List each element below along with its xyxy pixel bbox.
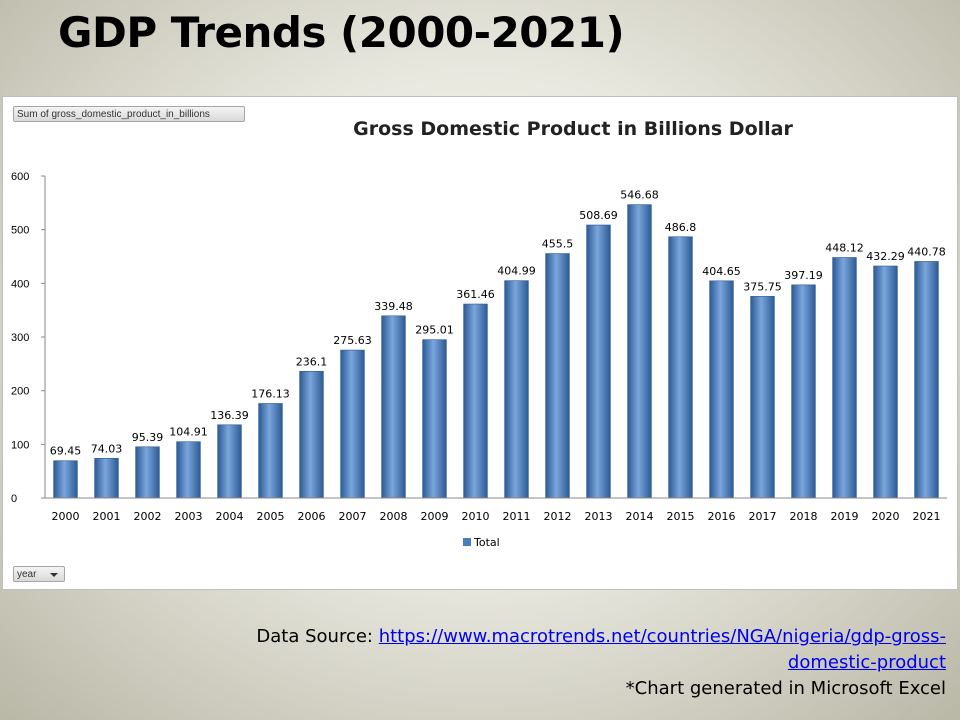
x-tick-label: 2008: [380, 510, 408, 523]
y-tick-label: 300: [11, 332, 29, 344]
bar: [135, 446, 160, 499]
x-tick-label: 2004: [216, 510, 244, 523]
data-label: 440.78: [907, 245, 946, 258]
data-label: 236.1: [296, 355, 328, 368]
y-tick-label: 500: [11, 225, 29, 237]
chart-title: Gross Domestic Product in Billions Dolla…: [353, 118, 793, 140]
x-tick-label: 2010: [462, 510, 490, 523]
x-tick-label: 2014: [626, 510, 654, 523]
x-tick-label: 2003: [175, 510, 203, 523]
bar: [340, 349, 365, 499]
legend: Total: [463, 536, 500, 549]
data-label: 275.63: [333, 334, 372, 347]
x-tick-label: 2019: [831, 510, 859, 523]
y-tick-label: 600: [11, 171, 29, 183]
x-tick-label: 2001: [93, 510, 121, 523]
data-label: 455.5: [542, 238, 574, 251]
x-tick-label: 2013: [585, 510, 613, 523]
bar: [586, 224, 611, 499]
source-line-1: Data Source: https://www.macrotrends.net…: [146, 624, 946, 650]
legend-label: Total: [473, 536, 500, 549]
bar: [914, 261, 939, 499]
slide-title: GDP Trends (2000-2021): [58, 8, 625, 57]
data-label: 404.99: [497, 265, 536, 278]
bar: [791, 284, 816, 499]
data-label: 74.03: [91, 442, 123, 455]
data-label: 104.91: [169, 426, 208, 439]
x-tick-label: 2020: [872, 510, 900, 523]
data-label: 339.48: [374, 300, 413, 313]
bar: [832, 257, 857, 499]
bar: [422, 339, 447, 499]
bar: [545, 253, 570, 499]
pivot-field-button[interactable]: Sum of gross_domestic_product_in_billion…: [13, 106, 245, 122]
x-tick-label: 2002: [134, 510, 162, 523]
bar: [709, 280, 734, 499]
data-label: 176.13: [251, 387, 290, 400]
source-link-continuation[interactable]: domestic-product: [787, 652, 946, 673]
x-tick-label: 2011: [503, 510, 531, 523]
data-label: 375.75: [743, 280, 782, 293]
bar: [750, 296, 775, 499]
y-tick-label: 0: [11, 493, 17, 505]
data-label: 295.01: [415, 324, 454, 337]
data-label: 432.29: [866, 250, 905, 263]
x-tick-label: 2017: [749, 510, 777, 523]
x-tick-label: 2000: [52, 510, 80, 523]
bar: [504, 280, 529, 499]
chevron-down-icon: [50, 573, 58, 577]
y-tick-label: 200: [11, 386, 29, 398]
source-block: Data Source: https://www.macrotrends.net…: [146, 624, 946, 702]
bar: [299, 370, 324, 499]
data-label: 508.69: [579, 209, 618, 222]
bar: [94, 457, 119, 499]
source-line-2: domestic-product: [146, 650, 946, 676]
bar: [668, 236, 693, 499]
y-axis: 0 100 200 300 400 500 600: [11, 171, 46, 505]
bar: [463, 303, 488, 499]
bar: [627, 204, 652, 499]
data-label: 95.39: [132, 431, 164, 444]
x-tick-label: 2005: [257, 510, 285, 523]
bar: [381, 315, 406, 499]
legend-swatch: [463, 538, 471, 546]
x-tick-label: 2021: [913, 510, 941, 523]
bar-chart: Gross Domestic Product in Billions Dolla…: [11, 118, 947, 549]
y-tick-label: 400: [11, 278, 29, 290]
data-label: 397.19: [784, 269, 823, 282]
data-label: 546.68: [620, 189, 659, 202]
bar: [873, 265, 898, 499]
source-label: Data Source:: [256, 626, 379, 647]
x-tick-label: 2009: [421, 510, 449, 523]
year-filter-dropdown[interactable]: year: [13, 566, 65, 582]
data-label: 361.46: [456, 288, 495, 301]
x-axis: 2000 2001 2002 2003 2004 2005 2006 2007 2008 2009…: [45, 497, 947, 523]
bar: [217, 424, 242, 499]
year-filter-label: year: [17, 569, 37, 580]
bar: [53, 460, 78, 499]
x-tick-label: 2012: [544, 510, 572, 523]
source-link[interactable]: https://www.macrotrends.net/countries/NG…: [378, 626, 946, 647]
data-label: 448.12: [825, 242, 864, 255]
bar: [176, 441, 201, 499]
data-label: 404.65: [702, 265, 741, 278]
x-tick-label: 2016: [708, 510, 736, 523]
x-tick-label: 2015: [667, 510, 695, 523]
y-tick-label: 100: [11, 439, 29, 451]
x-tick-label: 2018: [790, 510, 818, 523]
excel-note: *Chart generated in Microsoft Excel: [625, 678, 946, 699]
chart-panel: Sum of gross_domestic_product_in_billion…: [2, 96, 958, 590]
data-label: 486.8: [665, 221, 697, 234]
x-tick-label: 2007: [339, 510, 367, 523]
data-label: 69.45: [50, 445, 82, 458]
bar: [258, 403, 283, 499]
x-tick-label: 2006: [298, 510, 326, 523]
data-label: 136.39: [210, 409, 249, 422]
